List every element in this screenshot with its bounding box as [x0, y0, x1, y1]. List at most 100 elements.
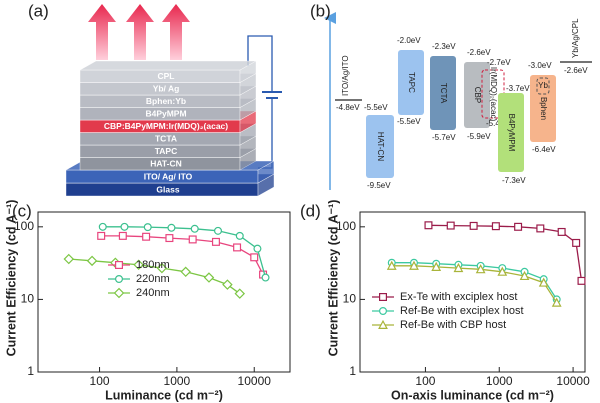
level-label: -5.5eV — [364, 103, 388, 112]
electrode-name: ITO/Ag/ITO — [341, 55, 350, 96]
marker — [180, 266, 191, 278]
marker — [572, 238, 581, 247]
marker — [446, 221, 455, 230]
x-tick-label: 1000 — [486, 374, 513, 388]
x-tick-label: 100 — [415, 374, 435, 388]
layer-label: TCTA — [155, 134, 177, 144]
electrode-level-label: -2.6eV — [564, 66, 588, 75]
marker — [234, 288, 246, 299]
marker — [113, 287, 125, 299]
y-tick-label: 10 — [21, 292, 35, 306]
marker — [469, 221, 478, 230]
x-axis-label: Luminance (cd m⁻²) — [105, 388, 223, 402]
x-tick-label: 10000 — [238, 374, 272, 388]
marker — [233, 243, 242, 252]
marker — [120, 222, 129, 231]
marker — [409, 260, 419, 270]
marker — [114, 275, 123, 284]
level-label: -5.5eV — [397, 117, 421, 126]
legend-label: 240nm — [136, 287, 170, 299]
y-tick-label: 10 — [343, 292, 357, 306]
marker — [453, 262, 464, 273]
level-label: -6.4eV — [532, 145, 556, 154]
y-axis-label: Current Efficiency (cd A⁻¹) — [326, 200, 340, 357]
marker — [203, 272, 215, 283]
layer-name: TAPC — [407, 72, 416, 93]
panel-label: (b) — [310, 1, 331, 20]
marker — [536, 224, 545, 233]
level-label: -9.5eV — [367, 181, 391, 190]
level-label: -5.9eV — [467, 132, 491, 141]
y-tick-label: 100 — [14, 219, 34, 233]
marker — [491, 222, 500, 231]
marker — [165, 234, 174, 243]
layer-label: Yb/ Ag — [153, 84, 180, 94]
layer-top — [79, 60, 257, 71]
layer-label: HAT-CN — [150, 159, 181, 169]
level-label: -2.3eV — [432, 42, 456, 51]
marker — [118, 231, 127, 240]
marker — [114, 261, 123, 270]
marker — [211, 237, 220, 246]
marker — [386, 260, 397, 270]
energy-level-box — [536, 77, 550, 95]
marker — [378, 319, 388, 329]
marker — [424, 221, 433, 230]
level-label: -3.7eV — [506, 84, 530, 93]
layer-name: TCTA — [439, 83, 448, 104]
marker — [497, 266, 508, 276]
x-axis-label: On-axis luminance (cd m⁻²) — [391, 388, 554, 402]
marker — [97, 231, 106, 240]
marker — [86, 255, 98, 267]
panel-label: (d) — [300, 201, 321, 220]
marker — [475, 264, 486, 274]
marker — [214, 226, 223, 235]
electrode-name: Yb/Ag/CPL — [571, 18, 580, 58]
marker — [379, 293, 388, 302]
level-label: -3.0eV — [528, 61, 552, 70]
series-line — [101, 235, 264, 275]
plot-frame — [37, 211, 291, 373]
marker — [551, 297, 562, 307]
panel-label: (a) — [28, 1, 49, 20]
marker — [250, 253, 259, 262]
layer-name: CBP — [473, 87, 482, 103]
layer-name: Ir(MDQ)₂(acac) — [489, 67, 498, 122]
layer-label: TAPC — [155, 146, 178, 156]
energy-level-box — [498, 93, 524, 172]
layer-label: ITO/ Ag/ ITO — [144, 171, 193, 181]
layer-label: B4PyMPM — [145, 109, 186, 119]
level-label: -2.0eV — [397, 36, 421, 45]
emission-arrows — [88, 4, 190, 60]
marker — [167, 223, 176, 232]
y-tick-label: 1 — [27, 364, 34, 378]
layer-label: Bphen:Yb — [146, 96, 186, 106]
layer-label: CPL — [158, 71, 175, 81]
y-tick-label: 1 — [349, 364, 356, 378]
x-tick-label: 100 — [90, 374, 110, 388]
marker — [538, 277, 549, 287]
marker — [235, 231, 244, 240]
marker — [379, 307, 388, 316]
layer-name: Bphen — [539, 97, 548, 120]
legend-label: Ex-Te with exciplex host — [400, 291, 517, 303]
device-layer: CPL — [79, 60, 257, 83]
energy-level-box — [398, 50, 424, 115]
marker — [156, 262, 168, 274]
layer-label: CBP:B4PyMPM:Ir(MDQ)₂(acac) — [104, 121, 228, 131]
energy-level-box — [530, 75, 556, 142]
x-tick-label: 1000 — [164, 374, 191, 388]
layer-name: HAT-CN — [376, 132, 385, 161]
level-label: -2.6eV — [467, 48, 491, 57]
y-axis-label: Current Efficiency (cd A⁻¹) — [4, 200, 18, 357]
layer-label: Glass — [156, 184, 179, 194]
legend-label: 180nm — [136, 259, 170, 271]
x-tick-label: 10000 — [556, 374, 590, 388]
marker — [261, 273, 270, 282]
energy-level-box — [366, 115, 394, 178]
energy-level-box — [430, 56, 456, 130]
marker — [98, 222, 107, 231]
y-tick-label: 100 — [336, 219, 356, 233]
